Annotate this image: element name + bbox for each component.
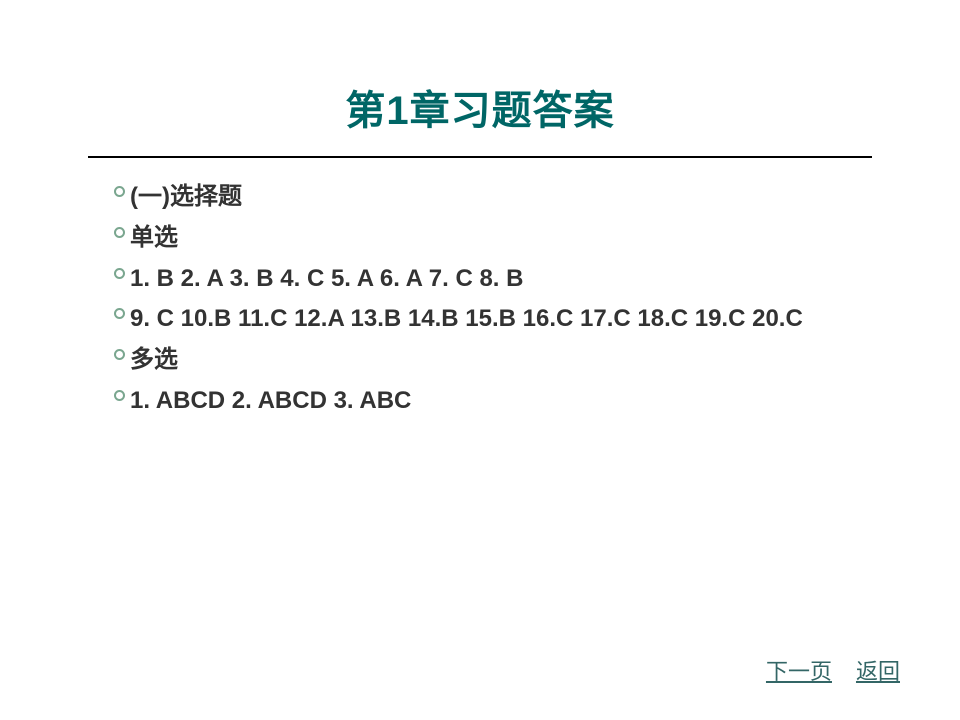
title-divider (88, 156, 872, 158)
list-item: 多选 (108, 343, 872, 378)
list-item-text: 1. B 2. A 3. B 4. C 5. A 6. A 7. C 8. B (130, 262, 872, 297)
list-item: 1. B 2. A 3. B 4. C 5. A 6. A 7. C 8. B (108, 262, 872, 297)
nav-links: 下一页 返回 (766, 654, 900, 686)
back-link[interactable]: 返回 (856, 654, 900, 686)
bullet-icon (108, 384, 130, 401)
list-item: 9. C 10.B 11.C 12.A 13.B 14.B 15.B 16.C … (108, 302, 872, 337)
list-item: (一)选择题 (108, 180, 872, 215)
bullet-icon (108, 302, 130, 319)
bullet-icon (108, 262, 130, 279)
bullet-icon (108, 221, 130, 238)
list-item-text: 多选 (130, 343, 872, 378)
list-item-text: 9. C 10.B 11.C 12.A 13.B 14.B 15.B 16.C … (130, 302, 872, 337)
list-item: 单选 (108, 221, 872, 256)
page-title: 第1章习题答案 (0, 0, 960, 136)
list-item-text: 1. ABCD 2. ABCD 3. ABC (130, 384, 872, 419)
slide: 第1章习题答案 (一)选择题 单选 1. B 2. A 3. B 4. C 5.… (0, 0, 960, 720)
list-item: 1. ABCD 2. ABCD 3. ABC (108, 384, 872, 419)
next-page-link[interactable]: 下一页 (766, 654, 832, 686)
content-list: (一)选择题 单选 1. B 2. A 3. B 4. C 5. A 6. A … (108, 180, 872, 419)
list-item-text: (一)选择题 (130, 180, 872, 215)
bullet-icon (108, 180, 130, 197)
bullet-icon (108, 343, 130, 360)
list-item-text: 单选 (130, 221, 872, 256)
